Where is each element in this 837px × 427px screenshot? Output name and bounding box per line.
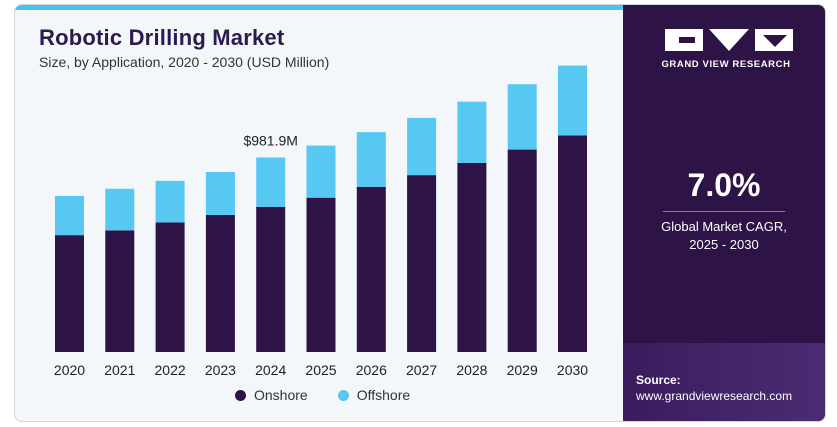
legend-label-onshore: Onshore (254, 387, 308, 403)
bar-chart: 2020 2021 2022 2023 2024 $981.9M 2025 2026 2027 2… (54, 65, 588, 378)
onshore-swatch (235, 389, 246, 401)
bar-onshore-2029 (507, 149, 537, 352)
cagr-label-line2: 2025 - 2030 (689, 237, 759, 252)
bar-onshore-2026 (356, 186, 386, 352)
bar-offshore-2029 (507, 84, 537, 150)
bar-onshore-2023 (205, 214, 235, 352)
bar-onshore-2025 (306, 197, 336, 352)
legend-item-offshore: Offshore (337, 387, 411, 403)
bar-offshore-2021 (105, 188, 135, 231)
bar-offshore-2027 (407, 117, 437, 176)
bar-onshore-2021 (105, 230, 135, 352)
bar-offshore-2020 (55, 195, 84, 236)
legend-label-offshore: Offshore (356, 387, 411, 403)
brand-logo-icon (665, 29, 793, 51)
chart-legend: Onshore Offshore (235, 387, 410, 403)
infographic-card: Robotic Drilling Market Size, by Applica… (14, 4, 826, 422)
chart-title: Robotic Drilling Market (39, 25, 285, 50)
source-url[interactable]: www.grandviewresearch.com (636, 389, 793, 403)
data-label-2024: $981.9M (243, 133, 297, 149)
bar-offshore-2024 (256, 157, 286, 207)
bar-onshore-2020 (55, 235, 84, 352)
sidebar-panel: GRAND VIEW RESEARCH 7.0% Global Market C… (623, 5, 825, 421)
bar-offshore-2025 (306, 145, 336, 198)
x-tick-label-2026: 2026 (356, 362, 387, 378)
source-title: Source: (636, 373, 681, 387)
chart-subtitle: Size, by Application, 2020 - 2030 (USD M… (39, 54, 330, 70)
bar-onshore-2022 (155, 222, 185, 352)
bar-onshore-2027 (407, 175, 437, 352)
bar-offshore-2028 (457, 101, 487, 163)
bar-offshore-2022 (155, 180, 185, 223)
brand-logo: GRAND VIEW RESEARCH (651, 27, 801, 70)
brand-name: GRAND VIEW RESEARCH (661, 59, 791, 70)
bar-offshore-2023 (205, 171, 235, 215)
legend-item-onshore: Onshore (235, 387, 308, 403)
x-tick-label-2021: 2021 (104, 362, 135, 378)
x-tick-label-2029: 2029 (507, 362, 538, 378)
x-tick-label-2028: 2028 (456, 362, 487, 378)
cagr-value: 7.0% (687, 167, 761, 203)
cagr-label: Global Market CAGR, 2025 - 2030 (643, 218, 805, 254)
bar-offshore-2026 (356, 132, 386, 187)
cagr-label-line1: Global Market CAGR, (661, 219, 787, 234)
bar-onshore-2028 (457, 162, 487, 352)
cagr-divider (663, 211, 785, 212)
source-box: Source: www.grandviewresearch.com (623, 343, 825, 421)
x-tick-label-2025: 2025 (305, 362, 336, 378)
bar-onshore-2030 (558, 135, 587, 352)
x-tick-label-2024: 2024 (255, 362, 286, 378)
chart-panel: Robotic Drilling Market Size, by Applica… (15, 5, 623, 421)
x-tick-label-2023: 2023 (205, 362, 236, 378)
x-tick-label-2022: 2022 (155, 362, 186, 378)
x-tick-label-2027: 2027 (406, 362, 437, 378)
x-tick-label-2020: 2020 (54, 362, 85, 378)
offshore-swatch (337, 389, 349, 401)
bar-onshore-2024 (256, 206, 286, 352)
x-tick-label-2030: 2030 (557, 362, 588, 378)
bar-offshore-2030 (558, 65, 587, 136)
accent-bar (15, 5, 623, 10)
